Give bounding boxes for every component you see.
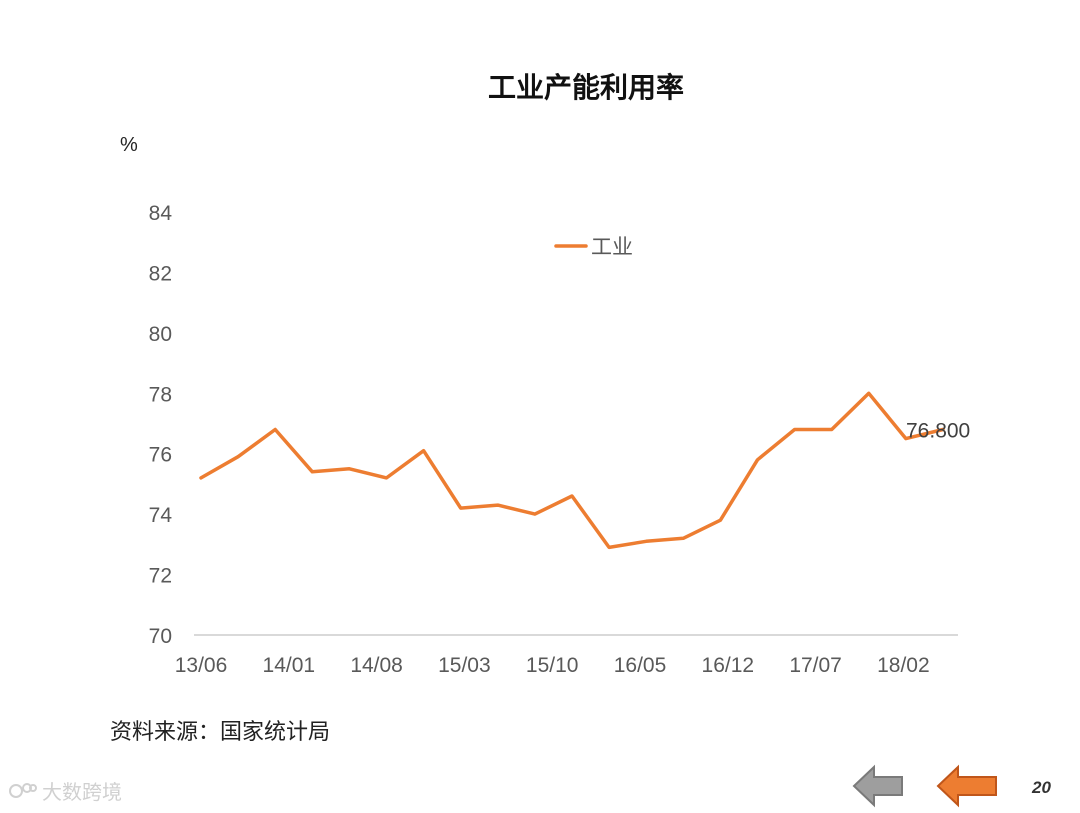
left-arrow-icon xyxy=(852,764,903,808)
data-point xyxy=(867,391,871,395)
series-line-industry xyxy=(199,391,945,550)
source-note: 资料来源：国家统计局 xyxy=(110,719,331,744)
data-point xyxy=(422,449,426,453)
data-point xyxy=(459,506,463,510)
x-tick-label: 15/10 xyxy=(526,654,579,677)
y-tick-label: 74 xyxy=(149,504,173,527)
line-chart: 70 72 74 76 78 80 82 84 13/06 14/01 14/08 15/03 15/1… xyxy=(149,202,971,677)
y-tick-label: 72 xyxy=(149,565,172,588)
data-point xyxy=(756,458,760,462)
legend-label: 工业 xyxy=(591,236,633,259)
data-label-last: 76.800 xyxy=(906,420,970,443)
data-point xyxy=(718,518,722,522)
x-tick-label: 13/06 xyxy=(175,654,228,677)
data-point xyxy=(385,476,389,480)
y-tick-label: 82 xyxy=(149,262,172,285)
y-axis-unit: % xyxy=(120,134,138,156)
chart-title: 工业产能利用率 xyxy=(487,72,684,103)
data-point xyxy=(273,428,277,432)
x-tick-label: 14/01 xyxy=(263,654,316,677)
x-tick-label: 14/08 xyxy=(350,654,403,677)
data-point xyxy=(830,428,834,432)
watermark-logo-icon xyxy=(9,782,37,798)
watermark-text: 大数跨境 xyxy=(42,782,122,804)
watermark: 大数跨境 xyxy=(8,776,122,805)
data-point xyxy=(199,476,203,480)
data-point xyxy=(310,470,314,474)
data-point xyxy=(607,545,611,549)
data-point xyxy=(347,467,351,471)
left-arrow-icon xyxy=(936,764,997,808)
y-tick-label: 76 xyxy=(149,444,172,467)
data-point xyxy=(496,503,500,507)
x-tick-label: 18/02 xyxy=(877,654,930,677)
data-point xyxy=(236,455,240,459)
data-point xyxy=(681,536,685,540)
data-point xyxy=(793,428,797,432)
page-number: 20 xyxy=(1032,778,1051,797)
y-tick-label: 70 xyxy=(149,625,172,648)
previous-page-button[interactable] xyxy=(852,764,906,813)
data-point xyxy=(570,494,574,498)
data-point xyxy=(533,512,537,516)
data-point xyxy=(644,539,648,543)
y-tick-label: 78 xyxy=(149,383,172,406)
x-tick-label: 15/03 xyxy=(438,654,491,677)
x-tick-label: 17/07 xyxy=(789,654,842,677)
x-tick-label: 16/05 xyxy=(614,654,667,677)
next-page-button[interactable] xyxy=(936,764,1000,813)
x-tick-label: 16/12 xyxy=(702,654,755,677)
y-tick-label: 80 xyxy=(149,323,172,346)
y-tick-label: 84 xyxy=(149,202,173,225)
